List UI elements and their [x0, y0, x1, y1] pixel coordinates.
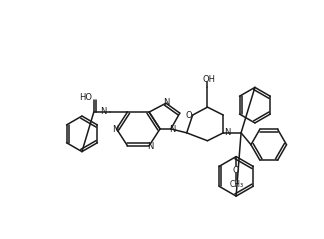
Text: OH: OH [203, 75, 216, 84]
Text: N: N [100, 107, 107, 116]
Text: N: N [169, 125, 175, 134]
Text: N: N [224, 128, 230, 137]
Text: CH₃: CH₃ [230, 180, 244, 189]
Text: O: O [233, 166, 239, 175]
Text: HO: HO [79, 93, 92, 102]
Text: N: N [147, 142, 153, 151]
Text: N: N [112, 125, 119, 134]
Text: O: O [185, 111, 192, 120]
Text: N: N [163, 98, 169, 107]
